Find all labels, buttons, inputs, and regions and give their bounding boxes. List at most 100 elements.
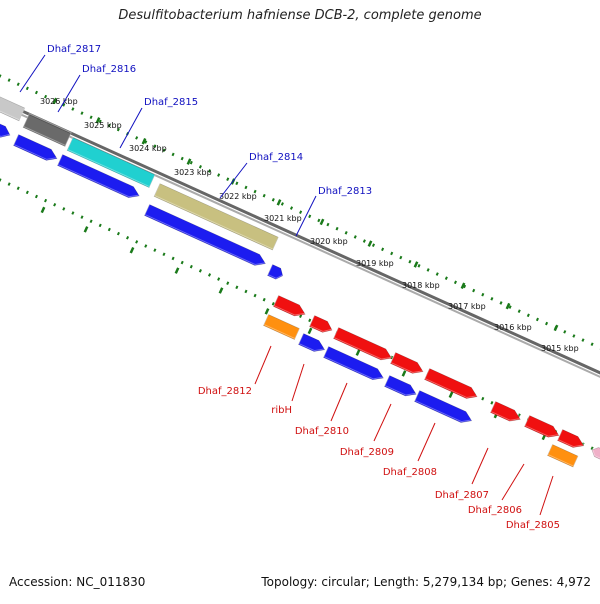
leader-line	[291, 363, 305, 402]
gene-orange-bevel	[263, 312, 301, 340]
gene-reverse	[390, 350, 425, 374]
major-tick	[264, 308, 270, 315]
gene-reverse	[424, 366, 479, 399]
gene-reverse-bevel	[309, 313, 334, 332]
major-tick	[52, 97, 58, 105]
map-title: Desulfitobacterium hafniense DCB-2, comp…	[118, 8, 482, 23]
gene-forward	[144, 202, 267, 266]
major-tick	[95, 117, 101, 124]
gene-reverse-shape	[333, 327, 393, 361]
leader-line	[373, 403, 392, 442]
gene-block-light-bevel	[0, 92, 26, 121]
leader-line	[219, 162, 248, 199]
leader-line	[19, 54, 46, 93]
gene-reverse	[557, 427, 585, 448]
gene-block-olive	[153, 182, 280, 251]
major-tick	[413, 261, 419, 268]
gene-orange-shape	[547, 444, 579, 468]
gene-forward-shape	[57, 154, 140, 198]
gene-forward	[57, 152, 141, 198]
gene-forward-shape	[13, 134, 58, 161]
gene-block-light	[0, 92, 26, 122]
major-tick	[553, 324, 559, 332]
gene-reverse	[273, 293, 307, 317]
leader-line	[501, 463, 525, 501]
gene-block-olive-bevel	[153, 182, 280, 250]
major-tick	[448, 391, 454, 398]
gene-forward-bevel	[267, 262, 284, 279]
gene-forward-shape	[323, 346, 384, 381]
gene-orange	[263, 312, 301, 340]
kbp-label: 3015 kbp	[541, 344, 579, 353]
gene-orange	[547, 442, 580, 468]
gene-reverse	[309, 313, 334, 333]
gene-label-dhaf-2808: Dhaf_2808	[383, 467, 437, 478]
gene-forward	[323, 344, 385, 381]
gene-forward	[384, 373, 418, 397]
gene-forward-shape	[144, 204, 266, 266]
kbp-label: 3020 kbp	[310, 237, 348, 246]
gene-forward-bevel	[144, 202, 267, 266]
gene-forward-bevel	[0, 118, 12, 137]
backbone-outer	[0, 99, 600, 375]
gene-forward-shape	[414, 390, 473, 423]
leader-line	[119, 107, 143, 149]
gene-label-dhaf-2806: Dhaf_2806	[468, 505, 522, 516]
gene-forward-bevel	[384, 373, 418, 396]
kbp-label: 3025 kbp	[84, 121, 122, 130]
kbp-label: 3024 kbp	[129, 144, 167, 153]
major-tick	[141, 137, 147, 145]
gene-forward	[414, 388, 473, 423]
gene-forward-bevel	[323, 344, 385, 380]
gene-reverse-shape	[557, 429, 585, 448]
kbp-label: 3022 kbp	[219, 192, 257, 201]
kbp-label: 3017 kbp	[448, 302, 486, 311]
gene-label-dhaf-2813: Dhaf_2813	[318, 186, 372, 197]
major-tick	[367, 240, 373, 247]
gene-reverse-bevel	[390, 350, 425, 373]
kbp-label: 3016 kbp	[494, 323, 532, 332]
gene-reverse	[490, 399, 522, 422]
gene-label-dhaf-2805: Dhaf_2805	[506, 520, 560, 531]
gene-forward	[13, 132, 59, 161]
major-tick	[83, 226, 89, 233]
topology-text: Topology: circular; Length: 5,279,134 bp…	[261, 575, 591, 589]
gene-block-olive-shape	[153, 183, 279, 251]
gene-forward	[0, 118, 12, 138]
kbp-label: 3023 kbp	[174, 168, 212, 177]
tick-track-upper	[0, 74, 600, 350]
gene-forward-shape	[298, 333, 326, 352]
leader-line	[471, 447, 489, 485]
kbp-label: 3018 kbp	[402, 281, 440, 290]
gene-reverse-bevel	[524, 413, 561, 437]
gene-pink	[591, 446, 600, 461]
gene-block-dark-bevel	[22, 113, 72, 147]
gene-reverse-shape	[390, 352, 424, 374]
gene-reverse-bevel	[333, 325, 393, 360]
gene-orange-bevel	[547, 442, 580, 467]
gene-orange-shape	[263, 314, 300, 340]
gene-reverse-bevel	[490, 399, 522, 421]
gene-forward	[267, 262, 284, 280]
gene-reverse-shape	[490, 401, 521, 422]
major-tick	[505, 302, 511, 310]
leader-line	[539, 475, 554, 516]
major-tick	[218, 287, 224, 294]
gene-block-light-shape	[0, 93, 26, 122]
gene-reverse-shape	[524, 415, 560, 438]
major-tick	[186, 158, 192, 165]
gene-forward-bevel	[414, 388, 473, 423]
gene-reverse-bevel	[557, 427, 585, 448]
major-tick	[401, 370, 407, 377]
gene-reverse-shape	[424, 368, 478, 399]
gene-reverse	[524, 413, 561, 438]
gene-label-ribh: ribH	[271, 405, 292, 416]
gene-label-dhaf-2810: Dhaf_2810	[295, 426, 349, 437]
gene-reverse-bevel	[273, 293, 307, 316]
gene-block-cyan-bevel	[66, 136, 156, 188]
gene-forward-bevel	[13, 132, 59, 160]
gene-pink-shape	[591, 447, 600, 461]
leader-line	[295, 195, 317, 237]
major-tick	[355, 349, 361, 356]
